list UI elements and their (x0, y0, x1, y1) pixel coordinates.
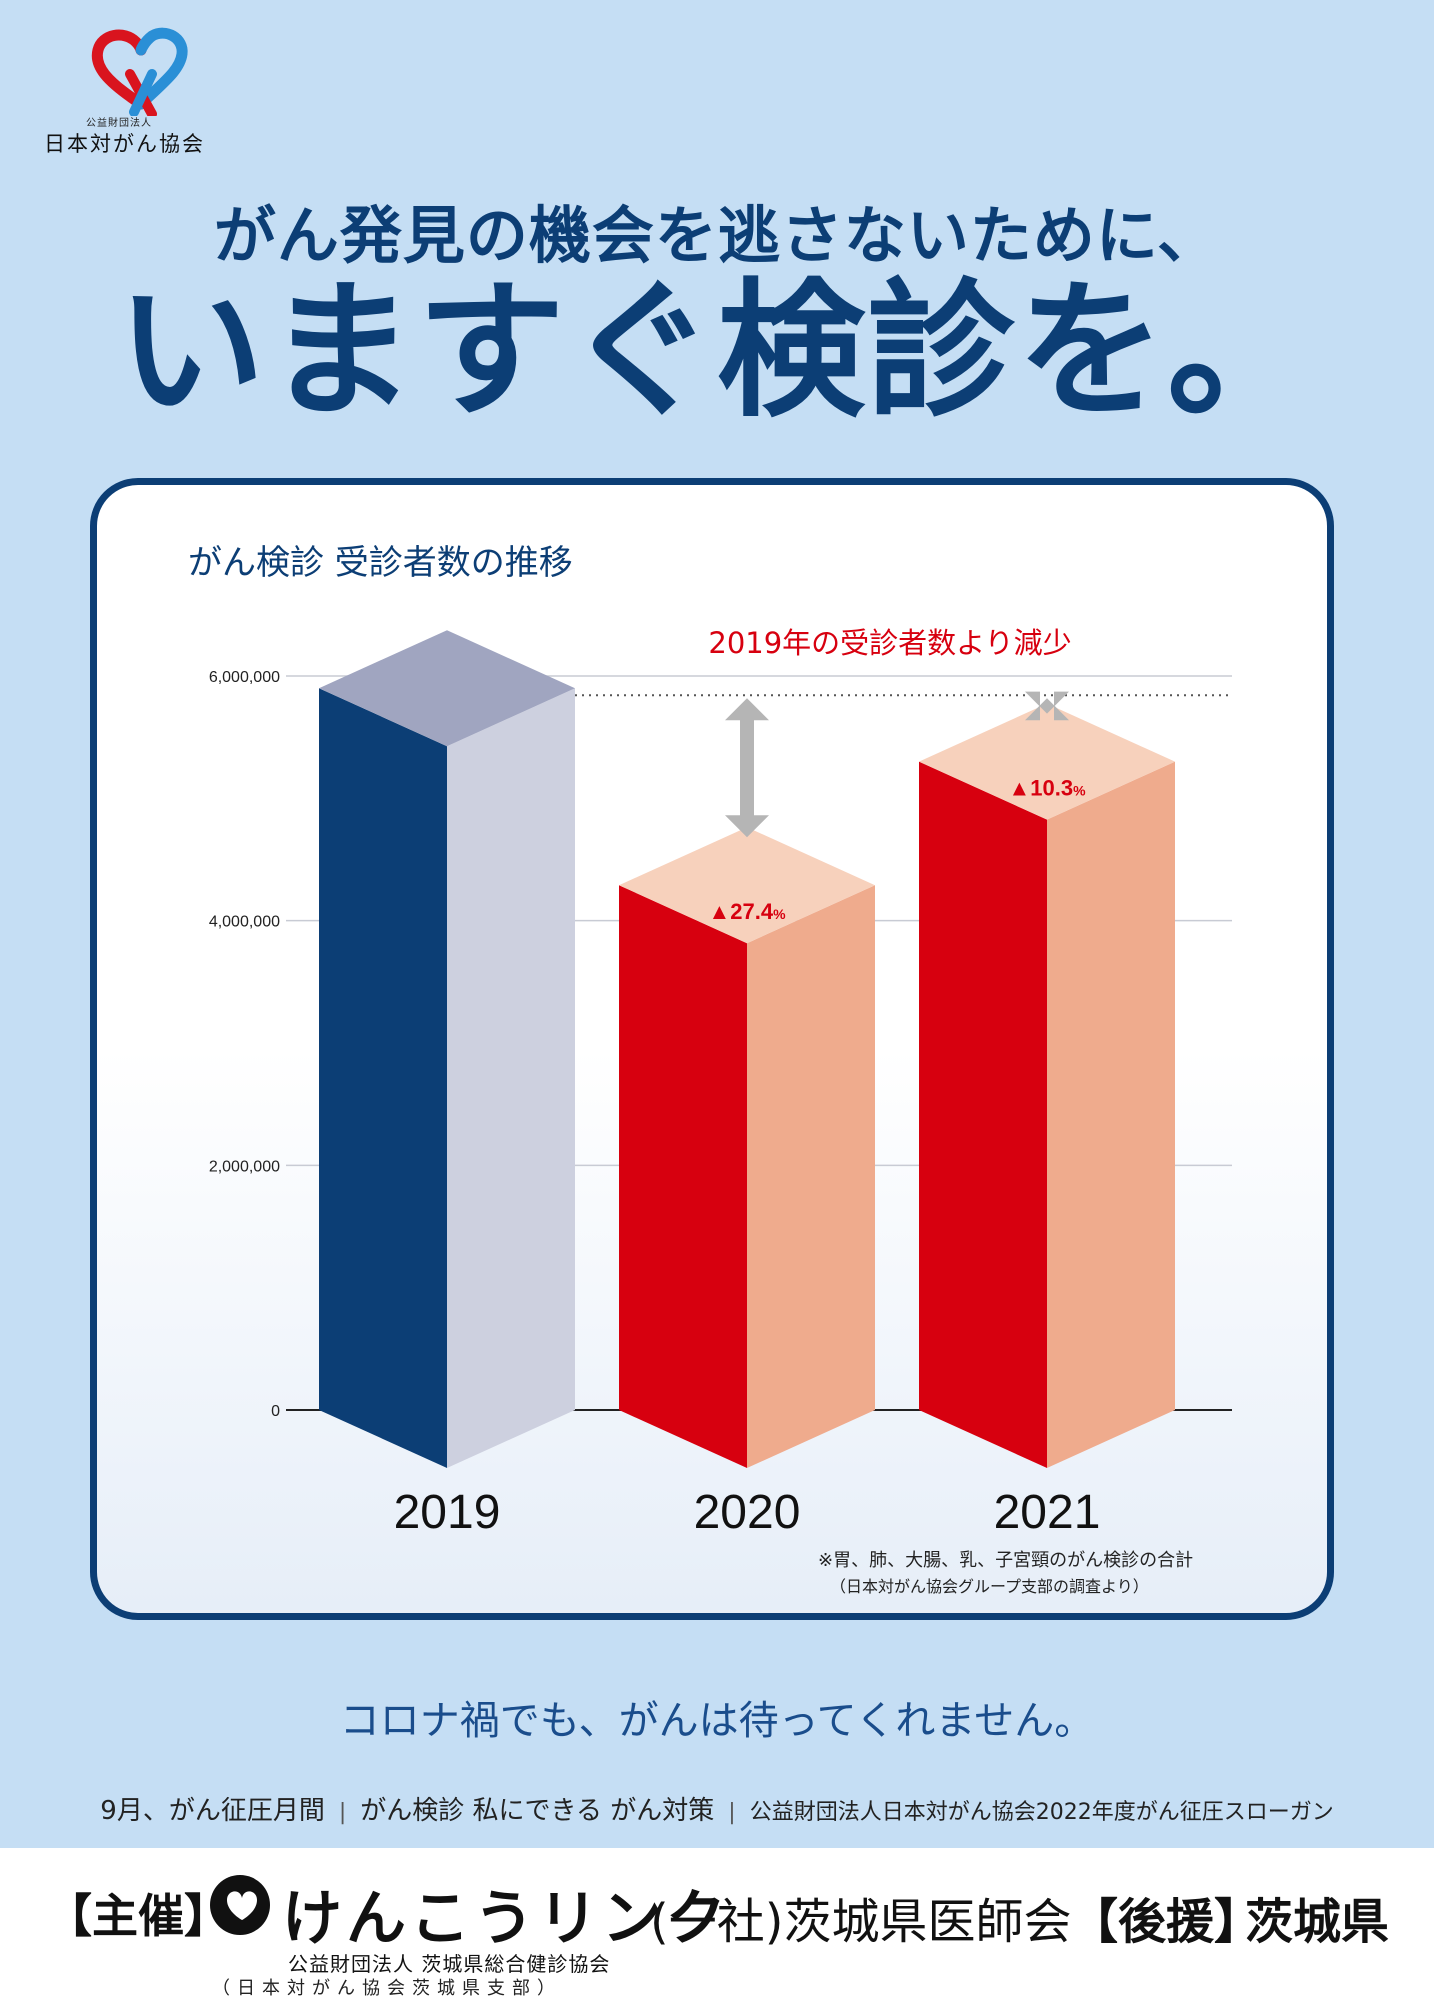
decrease-arrow-shape (725, 698, 769, 838)
org-branch: （日本対がん協会茨城県支部） (212, 1978, 562, 1999)
slogan-separator: | (728, 1800, 736, 1825)
slogan-main: がん検診 私にできる がん対策 (360, 1796, 715, 1826)
logo: 公益財団法人 日本対がん協会 (26, 26, 226, 156)
headline-line1: がん発見の機会を逃さないために、 (213, 199, 1221, 272)
logo-small-text: 公益財団法人 (86, 118, 152, 129)
heart-ribbon-icon (91, 27, 188, 116)
slogan-separator: | (338, 1800, 347, 1825)
bar-side-face (447, 688, 575, 1468)
bar-side-face (747, 885, 875, 1468)
bar-front-face (319, 688, 447, 1468)
annotation-heading: 2019年の受診者数より減少 (708, 626, 1071, 660)
support-label: 【後援】 (1070, 1894, 1263, 1950)
x-category-label: 2021 (994, 1486, 1101, 1539)
kenko-link-logo-icon (210, 1875, 270, 1935)
decrease-label: ▲10.3% (1008, 776, 1086, 801)
decrease-arrow-shape (1025, 691, 1069, 721)
decrease-label: ▲27.4% (708, 899, 786, 924)
org-name: 公益財団法人 茨城県総合健診協会 (288, 1952, 611, 1976)
slogan-row: 9月、がん征圧月間 | がん検診 私にできる がん対策 | 公益財団法人日本対がん協会2… (0, 1790, 1434, 1827)
footer: 【主催】 けんこうリンク 公益財団法人 茨城県総合健診協会 （日本対がん協会茨城… (0, 1848, 1434, 2000)
bar-front-face (919, 761, 1047, 1468)
bar-top-face (319, 630, 575, 747)
brand-name: けんこうリンク (282, 1884, 730, 1954)
x-category-label: 2020 (694, 1486, 801, 1539)
logo-name: 日本対がん協会 (44, 132, 205, 156)
bar-front-face (619, 885, 747, 1468)
y-tick-label: 2,000,000 (209, 1158, 280, 1175)
headline-line2: いますぐ検診を。 (117, 265, 1317, 437)
medical-association: (一社)茨城県医師会 (650, 1894, 1072, 1950)
prefecture: 茨城県 (1245, 1894, 1390, 1950)
bar-top-face (919, 703, 1175, 820)
tagline: コロナ禍でも、がんは待ってくれません。 (339, 1698, 1095, 1744)
y-tick-label: 0 (271, 1403, 280, 1420)
bar-side-face (1047, 761, 1175, 1468)
y-tick-label: 6,000,000 (209, 669, 280, 686)
chart-title: がん検診 受診者数の推移 (188, 543, 573, 583)
slogan-source: 公益財団法人日本対がん協会2022年度がん征圧スローガン (749, 1800, 1334, 1825)
slogan-month: 9月、がん征圧月間 (100, 1796, 325, 1826)
x-category-label: 2019 (394, 1486, 501, 1539)
y-tick-label: 4,000,000 (209, 914, 280, 931)
chart-note-source: （日本対がん協会グループ支部の調査より） (830, 1577, 1149, 1596)
bar-top-face (619, 827, 875, 944)
chart-note: ※胃、肺、大腸、乳、子宮頸のがん検診の合計 (818, 1550, 1193, 1571)
organizer-label: 【主催】 (46, 1889, 230, 1943)
